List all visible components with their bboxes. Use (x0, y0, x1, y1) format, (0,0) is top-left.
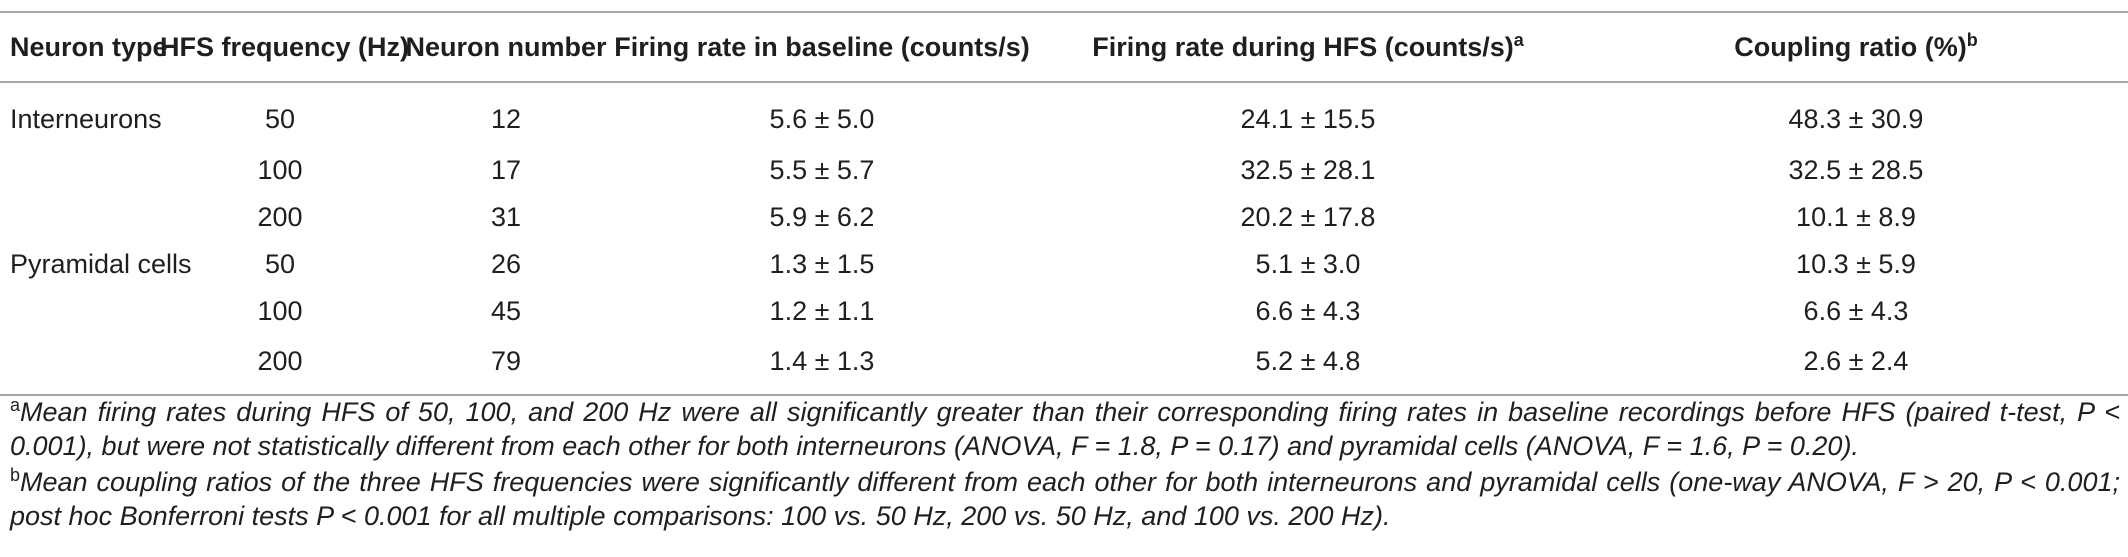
cell-neuron-number: 26 (490, 249, 522, 279)
footnote-a-mark: a (10, 395, 21, 415)
footnote-a-text: Mean firing rates during HFS of 50, 100,… (10, 397, 2120, 461)
footnote-marker-b: b (1966, 29, 1978, 50)
cell-coupling-ratio: 2.6 ± 2.4 (1803, 346, 1909, 376)
cell-baseline-rate: 5.9 ± 6.2 (769, 202, 875, 232)
header-coupling-ratio: Coupling ratio (%)b (1734, 29, 1978, 62)
cell-coupling-ratio: 32.5 ± 28.5 (1788, 155, 1924, 185)
cell-coupling-ratio: 10.3 ± 5.9 (1796, 249, 1916, 279)
cell-baseline-rate: 1.2 ± 1.1 (769, 296, 875, 326)
header-hfs-frequency: HFS frequency (Hz) (160, 31, 410, 62)
table-header-row: Neuron type HFS frequency (Hz) Neuron nu… (0, 12, 2128, 82)
table-row: Pyramidal cells 50 26 1.3 ± 1.5 5.1 ± 3.… (0, 241, 2128, 288)
table-row: 200 79 1.4 ± 1.3 5.2 ± 4.8 2.6 ± 2.4 (0, 335, 2128, 395)
data-table: Neuron type HFS frequency (Hz) Neuron nu… (0, 11, 2128, 396)
cell-neuron-type (0, 335, 160, 395)
cell-hfs-rate: 32.5 ± 28.1 (1240, 155, 1376, 185)
cell-neuron-type (0, 288, 160, 335)
cell-hfs-frequency: 50 (264, 249, 296, 279)
cell-neuron-type (0, 194, 160, 241)
footnote-b-text: Mean coupling ratios of the three HFS fr… (10, 467, 2120, 531)
cell-neuron-number: 79 (490, 346, 522, 376)
footnote-b-mark: b (10, 465, 21, 485)
cell-hfs-rate: 20.2 ± 17.8 (1240, 202, 1376, 232)
cell-coupling-ratio: 48.3 ± 30.9 (1788, 103, 1924, 134)
cell-baseline-rate: 1.4 ± 1.3 (769, 346, 875, 376)
cell-neuron-number: 12 (490, 103, 522, 134)
cell-baseline-rate: 1.3 ± 1.5 (769, 249, 875, 279)
table-row: 200 31 5.9 ± 6.2 20.2 ± 17.8 10.1 ± 8.9 (0, 194, 2128, 241)
cell-hfs-frequency: 200 (257, 202, 303, 232)
cell-coupling-ratio: 6.6 ± 4.3 (1803, 296, 1909, 326)
cell-hfs-rate: 24.1 ± 15.5 (1240, 103, 1376, 134)
cell-neuron-type: Interneurons (10, 103, 162, 134)
header-hfs-rate: Firing rate during HFS (counts/s)a (1092, 29, 1524, 62)
header-neuron-type: Neuron type (10, 31, 168, 62)
cell-hfs-frequency: 100 (257, 296, 303, 326)
cell-neuron-type (0, 147, 160, 194)
footnote-a: aMean firing rates during HFS of 50, 100… (10, 395, 2120, 463)
header-baseline-rate: Firing rate in baseline (counts/s) (614, 31, 1030, 62)
cell-neuron-number: 17 (490, 155, 522, 185)
cell-hfs-rate: 6.6 ± 4.3 (1255, 296, 1361, 326)
footnote-marker-a: a (1513, 29, 1524, 50)
cell-hfs-frequency: 100 (257, 155, 303, 185)
table-footnotes: aMean firing rates during HFS of 50, 100… (10, 395, 2120, 535)
table-row: Interneurons 50 12 5.6 ± 5.0 24.1 ± 15.5… (0, 82, 2128, 147)
cell-baseline-rate: 5.5 ± 5.7 (769, 155, 875, 185)
cell-hfs-rate: 5.1 ± 3.0 (1255, 249, 1361, 279)
cell-neuron-number: 45 (490, 296, 522, 326)
footnote-b: bMean coupling ratios of the three HFS f… (10, 465, 2120, 533)
cell-hfs-rate: 5.2 ± 4.8 (1255, 346, 1361, 376)
cell-neuron-type: Pyramidal cells (10, 249, 192, 279)
cell-coupling-ratio: 10.1 ± 8.9 (1796, 202, 1916, 232)
cell-hfs-frequency: 50 (264, 103, 296, 134)
cell-neuron-number: 31 (490, 202, 522, 232)
header-neuron-number: Neuron number (405, 31, 607, 62)
table-row: 100 45 1.2 ± 1.1 6.6 ± 4.3 6.6 ± 4.3 (0, 288, 2128, 335)
cell-hfs-frequency: 200 (257, 346, 303, 376)
cell-baseline-rate: 5.6 ± 5.0 (769, 103, 875, 134)
table-row: 100 17 5.5 ± 5.7 32.5 ± 28.1 32.5 ± 28.5 (0, 147, 2128, 194)
